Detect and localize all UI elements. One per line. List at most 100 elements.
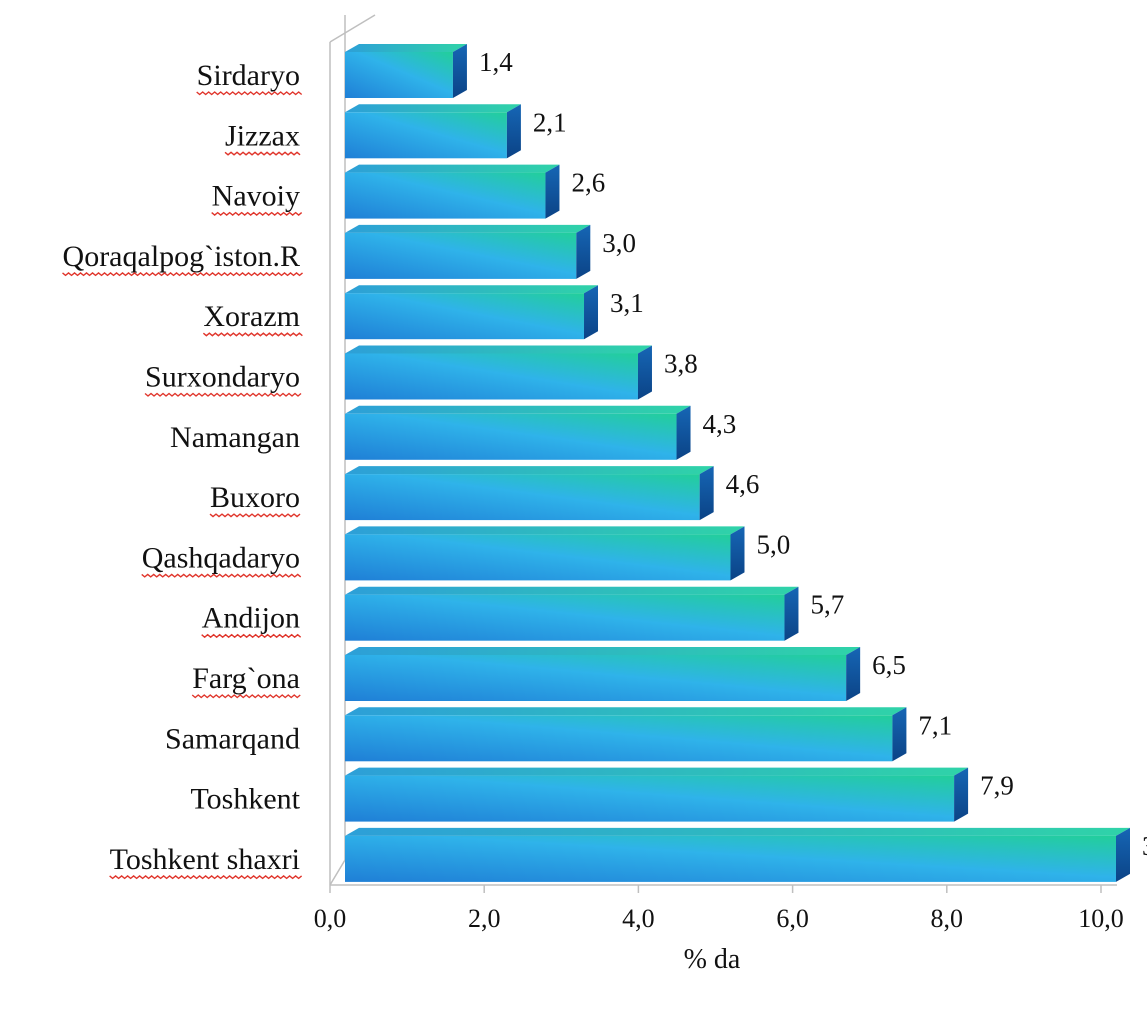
bar bbox=[345, 285, 599, 340]
value-label: 6,5 bbox=[872, 650, 906, 680]
bar-front-face bbox=[345, 293, 585, 340]
bar-front-face bbox=[345, 715, 893, 762]
bar-side-face bbox=[730, 526, 745, 581]
bar-front-face bbox=[345, 655, 847, 701]
bar-top-face bbox=[345, 405, 691, 414]
category-label: Farg`ona bbox=[192, 662, 300, 695]
bar-top-face bbox=[345, 707, 907, 716]
category-label: Qoraqalpog`iston.R bbox=[63, 240, 300, 273]
x-tick-label: 10,0 bbox=[1078, 904, 1124, 933]
x-tick-label: 0,0 bbox=[314, 904, 347, 933]
bar bbox=[345, 466, 714, 521]
spellcheck-underline bbox=[209, 513, 301, 518]
value-label: 3,1 bbox=[610, 288, 644, 318]
spellcheck-underline bbox=[141, 573, 302, 578]
category-label: Buxoro bbox=[210, 481, 300, 514]
bar bbox=[345, 827, 1130, 882]
category-label: Sirdaryo bbox=[197, 59, 300, 92]
value-label: 32,1 bbox=[1142, 831, 1147, 861]
category-label: Andijon bbox=[202, 602, 300, 635]
x-tick-label: 6,0 bbox=[776, 904, 809, 933]
x-axis-title: % da bbox=[684, 944, 741, 975]
spellcheck-underline bbox=[62, 271, 303, 277]
bar-side-face bbox=[699, 466, 714, 521]
category-label: Namangan bbox=[170, 421, 300, 454]
bar-front-face bbox=[345, 534, 731, 581]
value-label: 4,3 bbox=[703, 409, 737, 439]
value-label: 4,6 bbox=[726, 469, 760, 499]
bar bbox=[345, 405, 691, 460]
x-tick-labels: 0,0 2,0 4,0 6,0 8,0 10,0 bbox=[314, 885, 1124, 933]
spellcheck-underline bbox=[109, 874, 303, 880]
bar-top-face bbox=[345, 526, 745, 535]
bar bbox=[345, 345, 652, 400]
value-label: 1,4 bbox=[479, 47, 513, 77]
bar-top-face bbox=[345, 345, 652, 354]
bar-side-face bbox=[954, 767, 969, 822]
bar-side-face bbox=[506, 104, 521, 159]
bar-front-face bbox=[345, 835, 1116, 882]
bar-side-face bbox=[452, 44, 467, 98]
bar-top-face bbox=[345, 827, 1130, 836]
value-label: 2,6 bbox=[571, 168, 605, 198]
bar-top-face bbox=[345, 767, 969, 776]
value-labels: 1,4 2,1 2,6 3,0 3,1 3,84,3 4,6 5,0 5,7 6,5 7,1 7,9 3… bbox=[479, 47, 1147, 861]
bar bbox=[345, 586, 799, 641]
bar-side-face bbox=[545, 164, 560, 219]
x-tick-label: 2,0 bbox=[468, 904, 501, 933]
category-label: Toshkent shaxri bbox=[110, 843, 300, 876]
bar-front-face bbox=[345, 594, 785, 641]
category-label: Navoiy bbox=[212, 180, 300, 213]
value-label: 3,8 bbox=[664, 349, 698, 379]
category-label: Surxondaryo bbox=[145, 361, 300, 394]
bar-side-face bbox=[584, 285, 599, 340]
bars bbox=[345, 44, 1130, 882]
category-label: Xorazm bbox=[203, 300, 300, 333]
x-tick-label: 8,0 bbox=[931, 904, 964, 933]
bar-side-face bbox=[676, 405, 691, 460]
bar-front-face bbox=[345, 232, 577, 279]
bar-top-face bbox=[345, 647, 861, 655]
bar-top-face bbox=[345, 44, 467, 52]
spellcheck-underline bbox=[191, 694, 301, 699]
bar bbox=[345, 164, 560, 219]
bar-front-face bbox=[345, 52, 453, 98]
value-label: 2,1 bbox=[533, 107, 567, 137]
bar-side-face bbox=[1116, 827, 1130, 882]
bar-top-face bbox=[345, 224, 591, 233]
bar bbox=[345, 44, 467, 98]
category-label: Toshkent bbox=[190, 783, 300, 816]
value-label: 5,7 bbox=[810, 590, 844, 620]
bar-top-face bbox=[345, 586, 799, 595]
spellcheck-underline bbox=[211, 211, 303, 217]
bar bbox=[345, 104, 521, 159]
x-tick-label: 4,0 bbox=[622, 904, 655, 933]
value-label: 3,0 bbox=[602, 228, 636, 258]
category-label: Jizzax bbox=[225, 119, 300, 152]
bar bbox=[345, 526, 745, 581]
spellcheck-underline bbox=[144, 392, 302, 397]
category-label: Qashqadaryo bbox=[142, 541, 300, 574]
wall-top-edge bbox=[329, 14, 376, 43]
value-label: 5,0 bbox=[757, 529, 791, 559]
floor-corner-line bbox=[329, 859, 346, 886]
bar-side-face bbox=[892, 707, 907, 762]
bar-top-face bbox=[345, 104, 521, 113]
bar-top-face bbox=[345, 164, 560, 173]
bar bbox=[345, 224, 591, 279]
bar-front-face bbox=[345, 112, 507, 159]
bar-side-face bbox=[576, 224, 591, 279]
value-label: 7,9 bbox=[980, 771, 1014, 801]
value-label: 7,1 bbox=[918, 710, 952, 740]
bar-front-face bbox=[345, 353, 638, 400]
bar-top-face bbox=[345, 466, 714, 475]
bar-side-face bbox=[846, 647, 861, 701]
bar bbox=[345, 647, 861, 701]
category-label: Samarqand bbox=[165, 722, 300, 755]
spellcheck-underline bbox=[201, 633, 302, 639]
spellcheck-underline bbox=[196, 91, 303, 96]
bar-side-face bbox=[637, 345, 652, 400]
bar-front-face bbox=[345, 474, 700, 521]
spellcheck-underline bbox=[202, 332, 303, 337]
